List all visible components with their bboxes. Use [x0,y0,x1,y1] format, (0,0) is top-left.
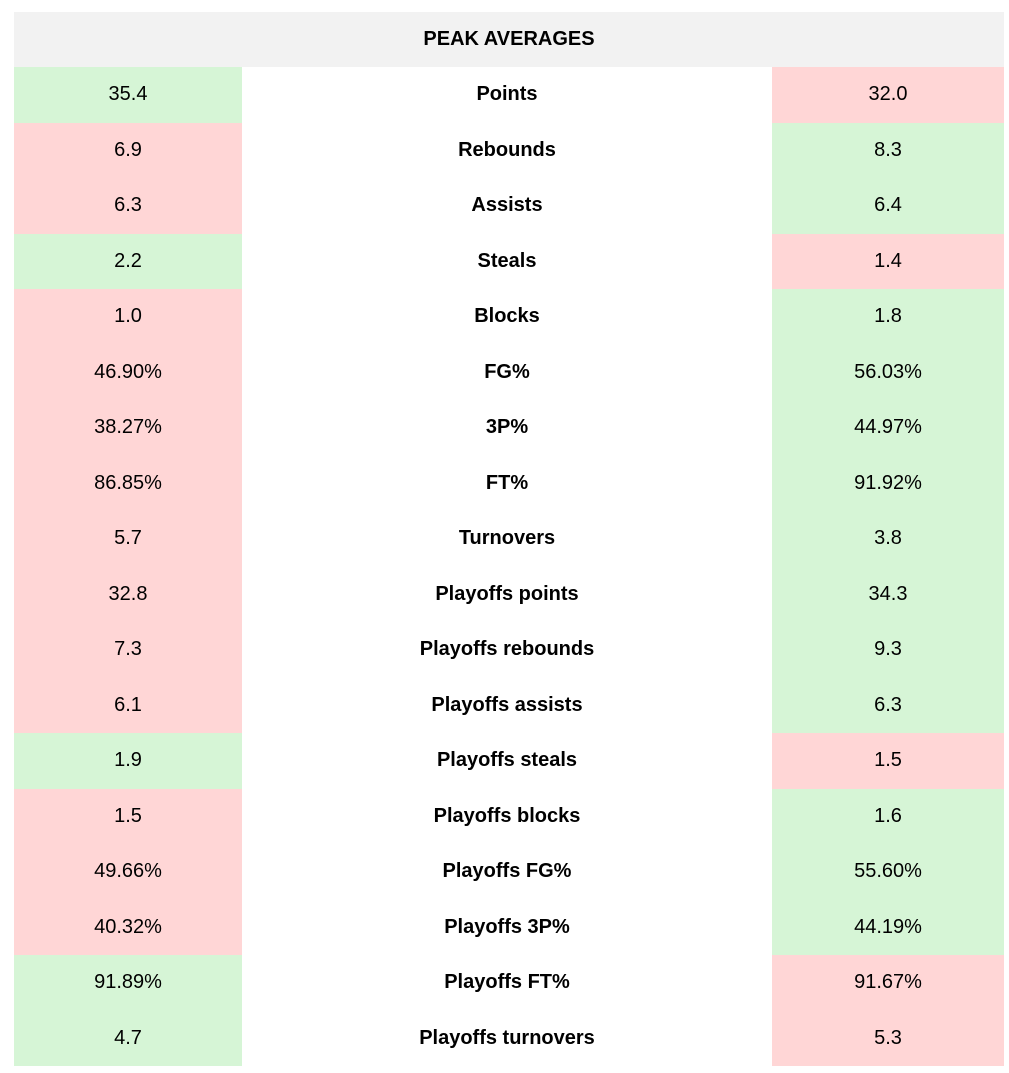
stat-label: FT% [242,455,772,511]
right-value-cell: 9.3 [772,622,1004,678]
left-value-cell: 2.2 [14,233,242,289]
stat-label: Playoffs rebounds [242,622,772,678]
left-value-cell: 38.27% [14,400,242,456]
table-row: 7.3 Playoffs rebounds 9.3 [14,622,1004,678]
table-row: 1.5 Playoffs blocks 1.6 [14,788,1004,844]
table-body: 35.4 Points 32.0 6.9 Rebounds 8.3 6.3 Assists 6.… [14,67,1004,1066]
stat-label: Turnovers [242,511,772,567]
left-value-cell: 91.89% [14,955,242,1011]
table-row: 1.0 Blocks 1.8 [14,289,1004,345]
stat-label: Playoffs FG% [242,844,772,900]
left-value-cell: 40.32% [14,899,242,955]
left-value-cell: 6.1 [14,677,242,733]
comparison-table: PEAK AVERAGES 35.4 Points 32.0 6.9 Rebounds 8… [14,12,1004,1066]
left-value-cell: 46.90% [14,344,242,400]
stat-label: Playoffs turnovers [242,1010,772,1066]
right-value-cell: 1.6 [772,788,1004,844]
left-value-cell: 5.7 [14,511,242,567]
right-value-cell: 5.3 [772,1010,1004,1066]
table-row: 46.90% FG% 56.03% [14,344,1004,400]
left-value-cell: 49.66% [14,844,242,900]
table-row: 4.7 Playoffs turnovers 5.3 [14,1010,1004,1066]
stat-label: Playoffs points [242,566,772,622]
stat-label: Assists [242,178,772,234]
right-value-cell: 32.0 [772,67,1004,123]
left-value-cell: 1.0 [14,289,242,345]
stat-label: Steals [242,233,772,289]
left-value-cell: 4.7 [14,1010,242,1066]
table-title: PEAK AVERAGES [14,12,1004,67]
table-row: 6.1 Playoffs assists 6.3 [14,677,1004,733]
stat-label: Playoffs steals [242,733,772,789]
right-value-cell: 34.3 [772,566,1004,622]
right-value-cell: 1.5 [772,733,1004,789]
right-value-cell: 56.03% [772,344,1004,400]
stat-label: Playoffs FT% [242,955,772,1011]
left-value-cell: 35.4 [14,67,242,123]
right-value-cell: 91.67% [772,955,1004,1011]
stat-label: Playoffs blocks [242,788,772,844]
left-value-cell: 86.85% [14,455,242,511]
table-row: 40.32% Playoffs 3P% 44.19% [14,899,1004,955]
table-row: 86.85% FT% 91.92% [14,455,1004,511]
right-value-cell: 3.8 [772,511,1004,567]
right-value-cell: 44.19% [772,899,1004,955]
table-row: 32.8 Playoffs points 34.3 [14,566,1004,622]
table-row: 91.89% Playoffs FT% 91.67% [14,955,1004,1011]
right-value-cell: 44.97% [772,400,1004,456]
table-row: 6.9 Rebounds 8.3 [14,122,1004,178]
table-row: 2.2 Steals 1.4 [14,233,1004,289]
stat-label: Rebounds [242,122,772,178]
right-value-cell: 1.4 [772,233,1004,289]
right-value-cell: 6.3 [772,677,1004,733]
left-value-cell: 32.8 [14,566,242,622]
table-row: 1.9 Playoffs steals 1.5 [14,733,1004,789]
right-value-cell: 1.8 [772,289,1004,345]
left-value-cell: 1.5 [14,788,242,844]
left-value-cell: 6.3 [14,178,242,234]
left-value-cell: 6.9 [14,122,242,178]
stat-label: 3P% [242,400,772,456]
stat-label: Playoffs assists [242,677,772,733]
table-row: 35.4 Points 32.0 [14,67,1004,123]
right-value-cell: 6.4 [772,178,1004,234]
right-value-cell: 91.92% [772,455,1004,511]
table-row: 49.66% Playoffs FG% 55.60% [14,844,1004,900]
right-value-cell: 55.60% [772,844,1004,900]
stat-label: Blocks [242,289,772,345]
stat-label: FG% [242,344,772,400]
table-row: 5.7 Turnovers 3.8 [14,511,1004,567]
left-value-cell: 1.9 [14,733,242,789]
stat-label: Playoffs 3P% [242,899,772,955]
table-row: 38.27% 3P% 44.97% [14,400,1004,456]
left-value-cell: 7.3 [14,622,242,678]
right-value-cell: 8.3 [772,122,1004,178]
stat-label: Points [242,67,772,123]
table-row: 6.3 Assists 6.4 [14,178,1004,234]
